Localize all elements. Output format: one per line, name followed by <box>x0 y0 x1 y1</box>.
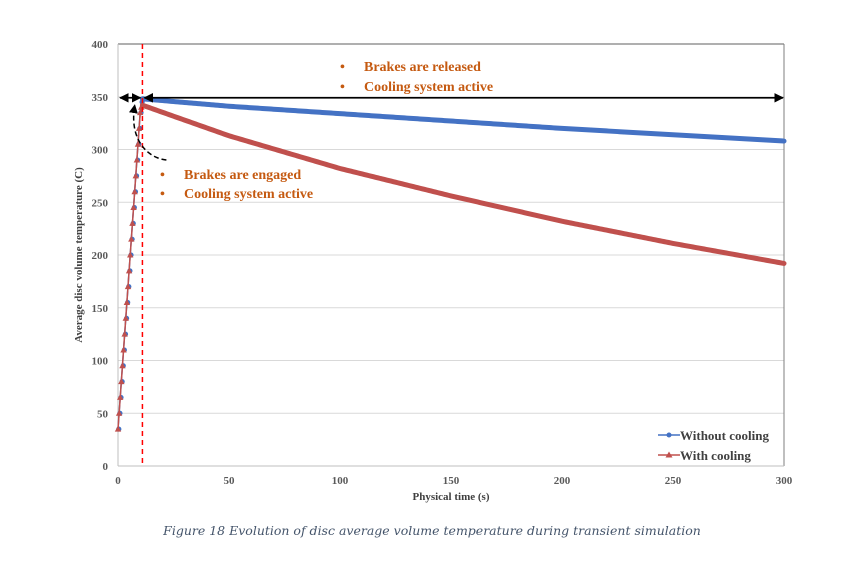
series-line <box>117 104 785 430</box>
data-point <box>139 101 146 108</box>
series-marker-band <box>139 96 787 144</box>
legend-marker-triangle-icon <box>665 451 673 458</box>
y-tick-label: 0 <box>103 461 109 473</box>
released-line-1: Brakes are released <box>364 60 481 75</box>
data-point <box>122 315 129 321</box>
data-point <box>124 283 132 290</box>
y-tick-labels: 0 50 100 150 200 250 300 350 400 <box>92 39 109 473</box>
y-tick-label: 400 <box>92 39 109 51</box>
grid-lines <box>118 96 784 414</box>
y-tick-label: 50 <box>97 408 109 420</box>
y-tick-label: 200 <box>92 250 109 262</box>
figure-caption: Figure 18 Evolution of disc average volu… <box>163 523 701 538</box>
data-point <box>135 125 143 131</box>
data-point <box>127 251 134 258</box>
series-line <box>117 98 785 430</box>
x-tick-label: 250 <box>665 475 682 487</box>
data-point <box>129 220 136 226</box>
y-tick-label: 100 <box>92 356 109 368</box>
legend-label-with-cooling: With cooling <box>680 448 751 463</box>
x-tick-labels: 0 50 100 150 200 250 300 <box>115 475 793 487</box>
data-point <box>120 346 127 353</box>
axes <box>117 43 785 467</box>
data-point <box>123 299 131 305</box>
legend-label-without-cooling: Without cooling <box>680 428 769 443</box>
engaged-bullet-1: • <box>160 168 165 183</box>
data-point <box>118 378 125 385</box>
released-bullet-1: • <box>340 60 345 75</box>
data-point <box>134 140 142 147</box>
x-tick-label: 100 <box>332 475 349 487</box>
x-tick-label: 50 <box>224 475 236 487</box>
released-line-2: Cooling system active <box>364 80 493 95</box>
x-tick-label: 0 <box>115 475 121 487</box>
data-point <box>133 156 141 163</box>
x-axis-title: Physical time (s) <box>413 491 490 503</box>
annotations: • Brakes are released • Cooling system a… <box>119 44 784 466</box>
x-tick-label: 200 <box>554 475 571 487</box>
engaged-line-1: Brakes are engaged <box>184 168 301 183</box>
series-group <box>114 96 787 432</box>
released-bullet-2: • <box>340 80 345 95</box>
engaged-line-2: Cooling system active <box>184 187 313 202</box>
series-without-cooling <box>116 96 787 432</box>
data-point <box>130 204 137 211</box>
x-tick-label: 300 <box>776 475 793 487</box>
series-marker-band <box>139 102 787 266</box>
x-tick-label: 150 <box>443 475 460 487</box>
series-with-cooling <box>114 101 787 432</box>
y-axis-title: Average disc volume temperature (C) <box>73 167 85 343</box>
data-point <box>132 172 139 179</box>
y-tick-label: 250 <box>92 197 109 209</box>
y-tick-label: 150 <box>92 303 109 315</box>
data-point <box>121 330 128 337</box>
legend: Without cooling With cooling <box>658 428 769 463</box>
data-point <box>117 394 124 400</box>
data-point <box>114 425 122 432</box>
data-point <box>137 109 144 116</box>
engaged-bullet-2: • <box>160 187 165 202</box>
data-point <box>131 188 138 195</box>
legend-marker-circle-icon <box>666 432 672 438</box>
y-tick-label: 300 <box>92 145 109 157</box>
data-point <box>125 267 133 274</box>
data-point <box>119 362 126 369</box>
y-tick-label: 350 <box>92 92 109 104</box>
data-point <box>115 409 123 416</box>
data-point <box>128 235 135 242</box>
